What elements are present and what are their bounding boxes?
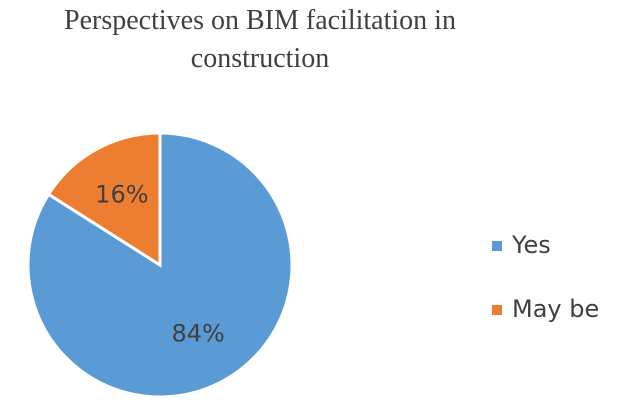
legend-swatch <box>492 305 502 315</box>
legend-label: May be <box>512 295 599 323</box>
data-label: 16% <box>95 181 148 209</box>
legend-label: Yes <box>511 231 551 259</box>
legend-swatch <box>492 241 502 251</box>
data-label: 84% <box>171 319 224 347</box>
pie-slice <box>26 131 294 399</box>
pie-slice <box>46 131 162 268</box>
chart-title: Perspectives on BIM facilitation in cons… <box>64 5 456 74</box>
